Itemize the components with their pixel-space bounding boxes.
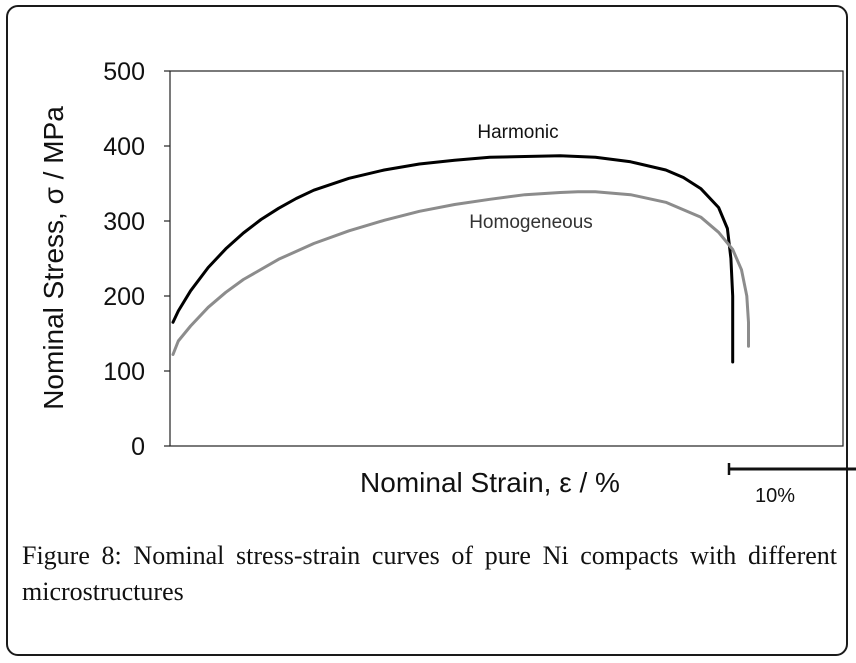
figure-frame [6,5,848,656]
y-tick-label: 100 [103,358,145,386]
plot-area-frame [169,70,844,447]
y-tick-label: 200 [103,283,145,311]
series-label-harmonic: Harmonic [477,122,558,143]
caption-label: Figure 8: [22,541,122,570]
y-tick-label: 500 [103,58,145,86]
caption-text: Nominal stress-strain curves of pure Ni … [22,541,837,606]
y-tick-label: 300 [103,208,145,236]
series-labels: Harmonic Homogeneous [469,122,593,233]
series-line-homogeneous [171,190,750,356]
series-line-harmonic [171,154,735,364]
strain-scale-bar: 10% [727,463,856,507]
plot-axes [169,70,844,447]
y-axis-title: Nominal Stress, σ / MPa [38,106,69,410]
figure-caption: Figure 8: Nominal stress-strain curves o… [22,538,837,610]
x-axis-title: Nominal Strain, ε / % [360,467,620,498]
series-lines [171,154,750,364]
y-tick-label: 400 [103,133,145,161]
stress-strain-chart: 0 100 200 300 400 500 Harmonic Homogeneous Nom… [38,58,856,507]
y-tick-labels: 0 100 200 300 400 500 [103,58,170,461]
y-tick-label: 0 [131,433,145,461]
series-label-homogeneous: Homogeneous [469,212,593,233]
scale-bar-label: 10% [755,485,795,507]
